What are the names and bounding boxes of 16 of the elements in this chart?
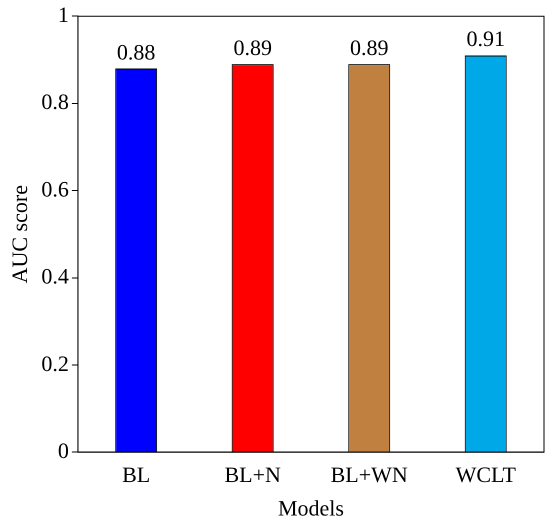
y-tick-label: 0.6	[41, 176, 69, 202]
data-label: 0.89	[350, 34, 388, 60]
y-tick-label: 0.4	[41, 264, 69, 289]
y-tick-label: 0	[58, 438, 69, 463]
y-axis-title: AUC score	[6, 185, 32, 284]
y-tick-label: 0.2	[41, 350, 69, 376]
x-tick-label: BL+WN	[330, 462, 408, 488]
y-tick-label: 1	[58, 2, 69, 27]
x-tick-label: BL+N	[224, 462, 281, 488]
data-label: 0.88	[116, 39, 156, 64]
y-tick-label: 0.8	[41, 89, 69, 114]
x-tick-label: BL	[122, 462, 150, 488]
x-axis-title: Models	[278, 496, 344, 521]
data-label: 0.91	[466, 26, 505, 52]
data-label: 0.89	[233, 34, 272, 60]
x-tick-label: WCLT	[456, 462, 516, 488]
